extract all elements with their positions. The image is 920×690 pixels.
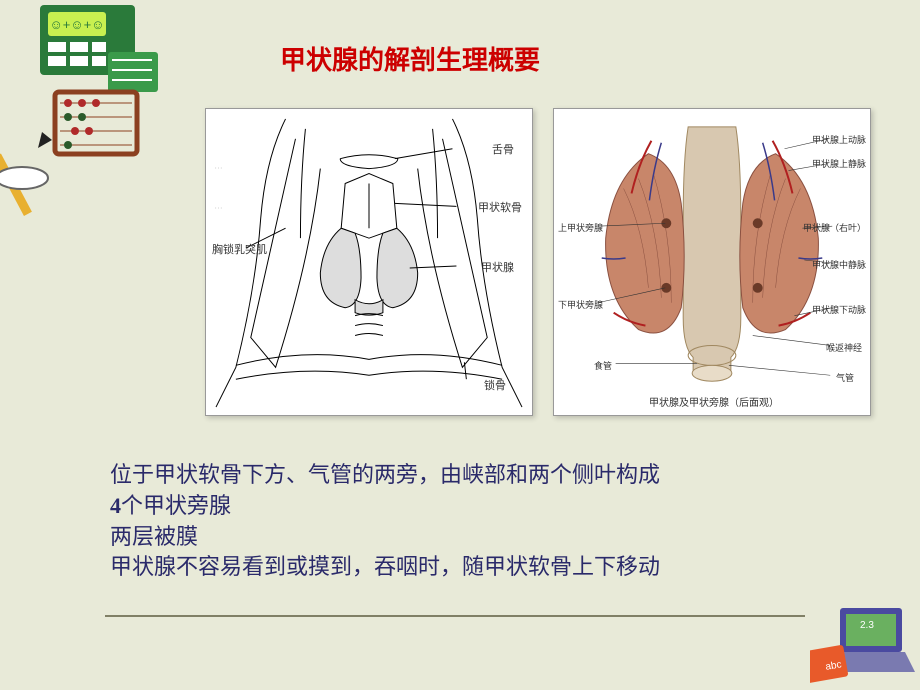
footer-rule: [105, 615, 805, 617]
label-inf-thyroid-a: 甲状腺下动脉: [812, 303, 866, 316]
body-line2: 4个甲状旁腺: [110, 491, 660, 522]
svg-text:2.3: 2.3: [860, 620, 874, 631]
body-line2-num: 4: [110, 493, 121, 518]
body-text: 位于甲状软骨下方、气管的两旁，由峡部和两个侧叶构成 4个甲状旁腺 两层被膜 甲状…: [110, 460, 660, 583]
label-clavicle: 锁骨: [484, 377, 506, 393]
body-line4: 甲状腺不容易看到或摸到，吞咽时，随甲状软骨上下移动: [110, 552, 660, 583]
svg-text:☺+☺+☺: ☺+☺+☺: [49, 17, 104, 32]
label-mid-thyroid-v: 甲状腺中静脉: [812, 258, 866, 271]
body-line2-rest: 个甲状旁腺: [121, 493, 231, 518]
label-scm: 胸锁乳突肌: [212, 241, 267, 257]
label-rln: 喉返神经: [826, 341, 862, 354]
label-trachea: 气管: [836, 371, 854, 384]
label-hyoid: 舌骨: [492, 141, 514, 157]
svg-text:…: …: [214, 200, 223, 210]
decor-bottom-right: 2.3 abc: [810, 600, 920, 690]
figure2-caption: 甲状腺及甲状旁腺（后面观）: [649, 394, 779, 409]
slide-title: 甲状腺的解剖生理概要: [280, 40, 540, 77]
label-sup-thyroid-v: 甲状腺上静脉: [812, 157, 866, 170]
label-thyroid: 甲状腺: [481, 259, 514, 275]
svg-text:…: …: [214, 161, 223, 171]
figure-anterior: … … 舌骨 甲状软骨 甲状腺 锁骨 胸锁乳突肌: [205, 108, 533, 416]
body-line3: 两层被膜: [110, 522, 660, 553]
label-sup-thyroid-a: 甲状腺上动脉: [812, 133, 866, 146]
figure-posterior: 甲状腺上动脉 甲状腺上静脉 甲状腺（右叶） 甲状腺中静脉 甲状腺下动脉 喉返神经…: [553, 108, 871, 416]
label-thyroid-right: 甲状腺（右叶）: [803, 221, 866, 234]
label-inf-parathyroid: 下甲状旁腺: [558, 298, 603, 311]
figure-row: … … 舌骨 甲状软骨 甲状腺 锁骨 胸锁乳突肌: [205, 108, 871, 416]
label-sup-parathyroid: 上甲状旁腺: [558, 221, 603, 234]
label-esophagus: 食管: [594, 359, 612, 372]
body-line1: 位于甲状软骨下方、气管的两旁，由峡部和两个侧叶构成: [110, 460, 660, 491]
label-thyroid-cartilage: 甲状软骨: [478, 199, 522, 215]
decor-top-left: ☺+☺+☺: [0, 0, 170, 230]
